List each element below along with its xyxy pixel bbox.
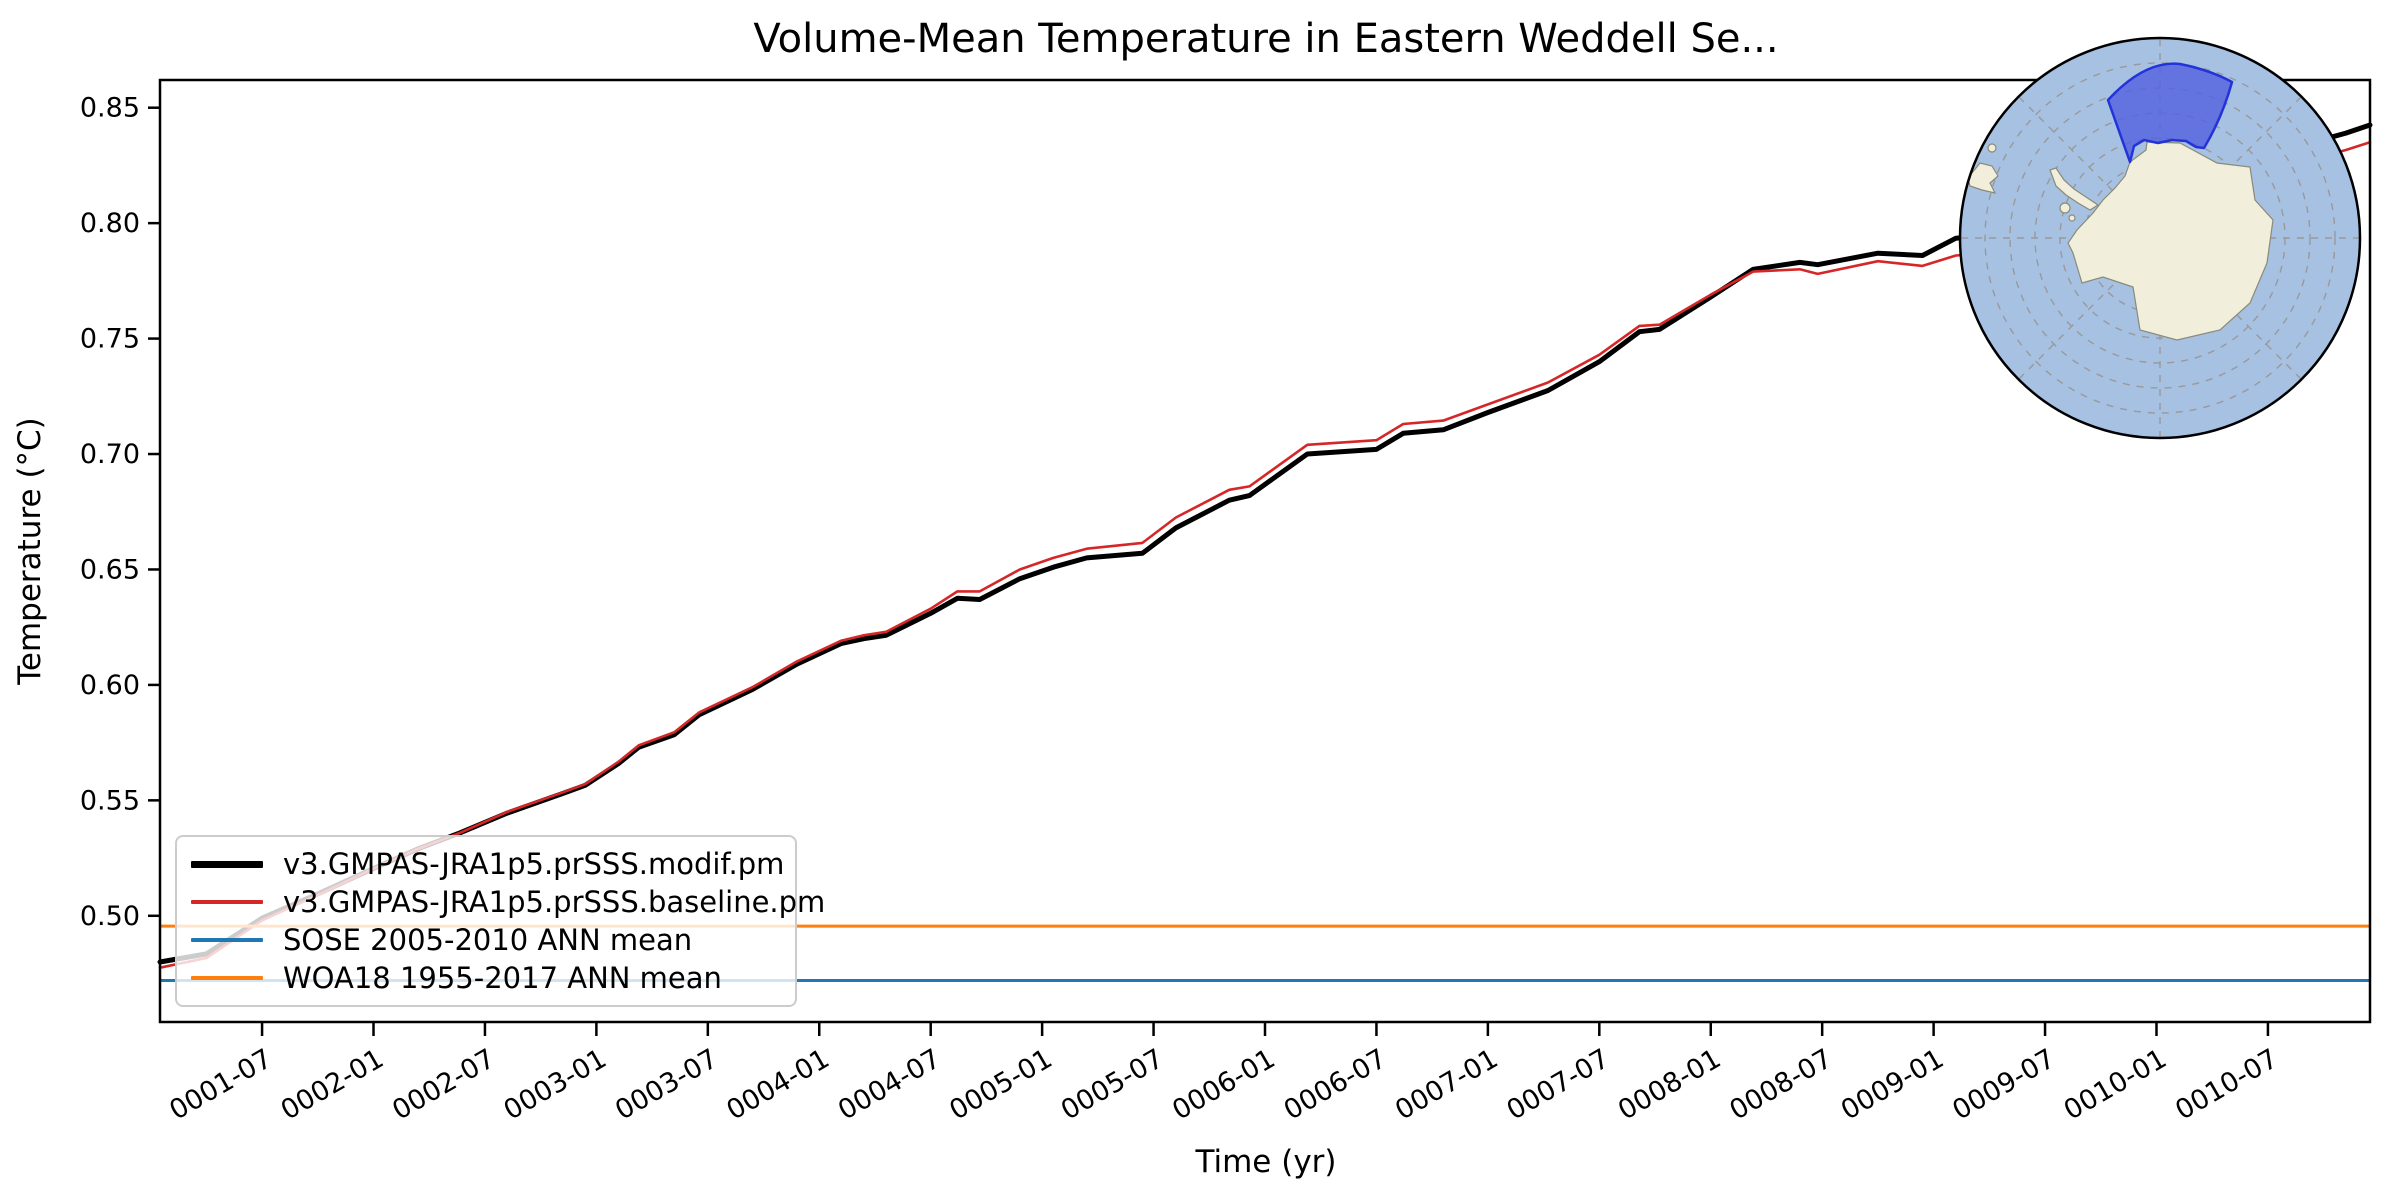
x-axis-label: Time (yr) xyxy=(1195,1144,1337,1180)
y-tick-label: 0.70 xyxy=(80,439,140,470)
x-tick-label: 0002-07 xyxy=(387,1043,500,1126)
x-tick-label: 0010-01 xyxy=(2059,1043,2172,1126)
y-axis-label: Temperature (°C) xyxy=(12,417,48,686)
y-tick-label: 0.50 xyxy=(80,901,140,932)
x-tick-label: 0009-07 xyxy=(1947,1043,2060,1126)
legend-line-sample-black xyxy=(191,860,263,868)
x-tick-label: 0006-07 xyxy=(1279,1043,1392,1126)
x-tick-label: 0008-07 xyxy=(1724,1043,1837,1126)
map-outline xyxy=(1958,36,2362,440)
map-island xyxy=(1967,162,1999,194)
y-tick-label: 0.65 xyxy=(80,554,140,585)
x-tick-label: 0007-01 xyxy=(1390,1043,1503,1126)
y-tick-label: 0.80 xyxy=(80,208,140,239)
legend-item-baseline: v3.GMPAS-JRA1p5.prSSS.baseline.pm xyxy=(191,885,825,919)
antarctica-landmass xyxy=(1967,141,2274,341)
y-tick-label: 0.75 xyxy=(80,324,140,355)
legend-item-modif: v3.GMPAS-JRA1p5.prSSS.modif.pm xyxy=(191,847,785,881)
legend: v3.GMPAS-JRA1p5.prSSS.modif.pm v3.GMPAS-… xyxy=(175,835,825,1007)
map-islet xyxy=(1987,143,1997,153)
y-tick-label: 0.60 xyxy=(80,670,140,701)
x-tick-label: 0001-07 xyxy=(164,1043,277,1126)
legend-label: v3.GMPAS-JRA1p5.prSSS.modif.pm xyxy=(283,847,785,881)
antarctica-inset-map xyxy=(1958,36,2362,440)
legend-item-sose: SOSE 2005-2010 ANN mean xyxy=(191,923,781,957)
x-tick-label: 0005-01 xyxy=(944,1043,1057,1126)
x-tick-label: 0003-01 xyxy=(499,1043,612,1126)
legend-label: WOA18 1955-2017 ANN mean xyxy=(283,961,722,995)
x-tick-label: 0009-01 xyxy=(1836,1043,1949,1126)
legend-label: v3.GMPAS-JRA1p5.prSSS.baseline.pm xyxy=(283,885,826,919)
map-islet xyxy=(2059,202,2071,214)
legend-line-sample-orange xyxy=(191,976,263,980)
x-tick-label: 0004-01 xyxy=(722,1043,835,1126)
legend-label: SOSE 2005-2010 ANN mean xyxy=(283,923,693,957)
map-islet xyxy=(2068,214,2076,222)
x-tick-label: 0007-07 xyxy=(1502,1043,1615,1126)
eastern-weddell-region-highlight xyxy=(2106,62,2234,164)
x-tick-label: 0008-01 xyxy=(1613,1043,1726,1126)
x-tick-label: 0004-07 xyxy=(833,1043,946,1126)
x-tick-label: 0002-01 xyxy=(276,1043,389,1126)
y-tick-label: 0.55 xyxy=(80,785,140,816)
legend-line-sample-blue xyxy=(191,938,263,942)
chart-title: Volume-Mean Temperature in Eastern Wedde… xyxy=(753,16,1778,62)
antarctic-peninsula xyxy=(2049,167,2100,211)
x-tick-label: 0006-01 xyxy=(1167,1043,1280,1126)
legend-item-woa18: WOA18 1955-2017 ANN mean xyxy=(191,961,781,995)
legend-line-sample-red xyxy=(191,900,263,904)
y-tick-label: 0.85 xyxy=(80,93,140,124)
x-tick-label: 0003-07 xyxy=(610,1043,723,1126)
x-tick-label: 0005-07 xyxy=(1056,1043,1169,1126)
x-tick-label: 0010-07 xyxy=(2170,1043,2283,1126)
